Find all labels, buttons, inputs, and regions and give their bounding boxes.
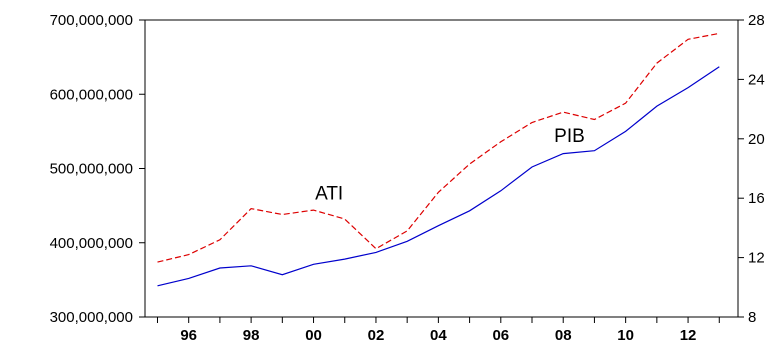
x-tick-label: 12 (680, 327, 697, 343)
x-axis: 96 98 00 02 04 06 08 10 12 (156, 317, 720, 343)
annotation-layer: ATI PIB (315, 126, 585, 205)
series-line-pib (157, 66, 720, 287)
x-tick-label: 08 (555, 327, 572, 343)
x-tick-label: 06 (492, 327, 509, 343)
x-tick-label: 00 (305, 327, 322, 343)
x-tick-label: 10 (617, 327, 634, 343)
x-tick-label: 98 (243, 327, 260, 343)
series-layer (157, 32, 720, 287)
right-axis: 8 12 16 20 24 28 (738, 12, 765, 326)
left-tick-label: 400,000,000 (50, 235, 133, 252)
right-tick-label: 20 (748, 131, 765, 148)
left-tick-label: 600,000,000 (50, 86, 133, 103)
right-tick-label: 24 (748, 71, 765, 88)
series-annotation-pib: PIB (554, 126, 585, 147)
series-line-ati (157, 32, 720, 263)
left-tick-label: 700,000,000 (50, 12, 133, 29)
right-tick-label: 28 (748, 12, 765, 29)
left-axis: 300,000,000 400,000,000 500,000,000 600,000… (50, 12, 145, 326)
right-tick-label: 8 (748, 309, 756, 326)
left-tick-label: 500,000,000 (50, 161, 133, 178)
right-tick-label: 16 (748, 190, 765, 207)
right-tick-label: 12 (748, 250, 765, 267)
x-tick-label: 96 (180, 327, 197, 343)
series-annotation-ati: ATI (315, 184, 343, 205)
plot-frame (144, 19, 739, 318)
x-tick-label: 04 (430, 327, 447, 343)
x-tick-label: 02 (368, 327, 385, 343)
left-tick-label: 300,000,000 (50, 309, 133, 326)
